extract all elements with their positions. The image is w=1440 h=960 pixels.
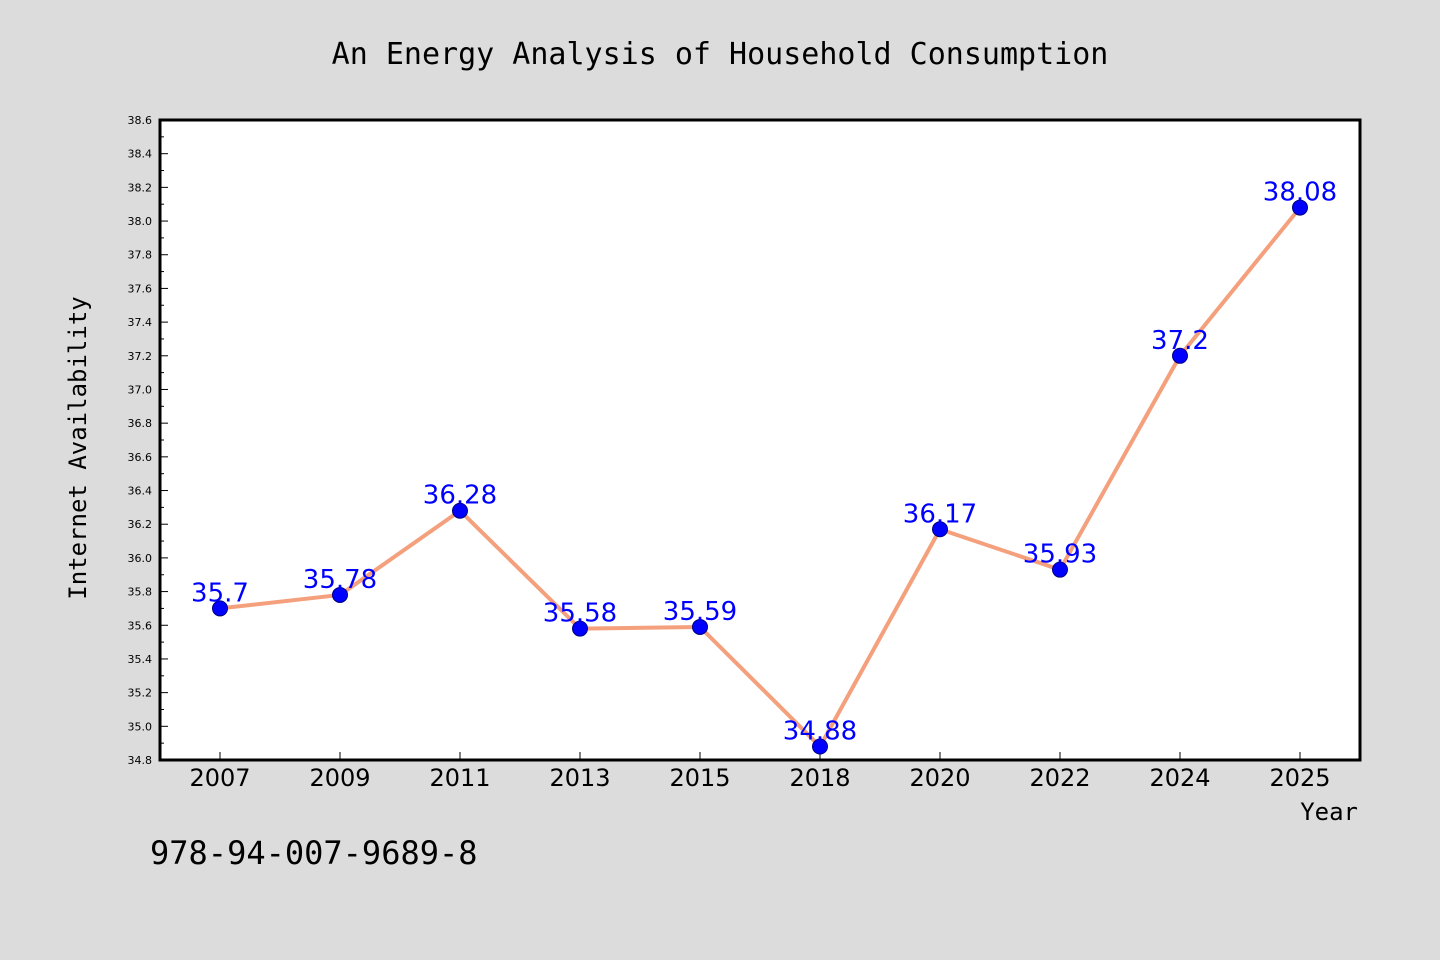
data-point-marker bbox=[692, 618, 708, 635]
series-layer: 35.7 35.78 36.28 35.58 35.59 34.88 36.17 35.93 3… bbox=[191, 178, 1337, 755]
y-tick-label: 35.6 bbox=[128, 619, 153, 632]
x-tick-label: 2011 bbox=[429, 764, 490, 792]
y-tick-label: 35.4 bbox=[128, 653, 153, 666]
y-tick-label: 35.8 bbox=[128, 586, 153, 599]
plot-area bbox=[158, 118, 1362, 762]
x-axis-label: Year bbox=[1300, 798, 1358, 826]
isbn-code: 978-94-007-9689-8 bbox=[150, 834, 478, 872]
y-tick-label: 38.0 bbox=[128, 215, 153, 228]
data-point-marker bbox=[452, 502, 468, 519]
x-tick-label: 2007 bbox=[189, 764, 250, 792]
x-axis-ticks: 2007 2009 2011 2013 2015 2018 2020 2022 2024 2025 bbox=[189, 752, 1331, 792]
y-tick-label: 36.6 bbox=[128, 451, 153, 464]
x-tick-label: 2015 bbox=[669, 764, 730, 792]
x-tick-label: 2020 bbox=[909, 764, 970, 792]
data-point-marker bbox=[1172, 347, 1188, 364]
y-axis-ticks: 34.8 35.0 35.2 35.4 35.6 35.8 36.0 36.2 36.4 36.6… bbox=[128, 114, 168, 767]
data-value-label: 35.78 bbox=[303, 565, 377, 595]
data-point-marker bbox=[1052, 561, 1068, 578]
y-tick-label: 36.2 bbox=[128, 518, 153, 531]
data-value-label: 36.28 bbox=[423, 481, 497, 511]
y-tick-label: 36.4 bbox=[128, 485, 153, 498]
data-value-label: 38.08 bbox=[1263, 178, 1337, 208]
data-value-label: 34.88 bbox=[783, 717, 857, 747]
y-tick-label: 38.2 bbox=[128, 181, 153, 194]
y-axis-label: Internet Availability bbox=[64, 296, 92, 599]
data-point-marker bbox=[572, 620, 588, 637]
x-tick-label: 2025 bbox=[1269, 764, 1330, 792]
y-tick-label: 35.0 bbox=[128, 720, 153, 733]
data-point-marker bbox=[812, 738, 828, 755]
y-tick-label: 36.0 bbox=[128, 552, 153, 565]
y-tick-label: 38.4 bbox=[128, 148, 153, 161]
data-point-marker bbox=[932, 521, 948, 538]
y-tick-label: 37.6 bbox=[128, 282, 153, 295]
y-tick-label: 38.6 bbox=[128, 114, 153, 127]
data-value-label: 35.58 bbox=[543, 599, 617, 629]
x-tick-label: 2018 bbox=[789, 764, 850, 792]
x-tick-label: 2024 bbox=[1149, 764, 1210, 792]
x-tick-label: 2013 bbox=[549, 764, 610, 792]
y-tick-label: 37.8 bbox=[128, 249, 153, 262]
x-tick-label: 2022 bbox=[1029, 764, 1090, 792]
data-value-label: 37.2 bbox=[1151, 326, 1209, 356]
data-value-label: 35.7 bbox=[191, 578, 249, 608]
y-tick-label: 37.2 bbox=[128, 350, 153, 363]
y-tick-label: 37.0 bbox=[128, 383, 153, 396]
x-tick-label: 2009 bbox=[309, 764, 370, 792]
data-value-label: 36.17 bbox=[903, 499, 977, 529]
data-value-label: 35.93 bbox=[1023, 540, 1097, 570]
chart-title: An Energy Analysis of Household Consumpt… bbox=[332, 37, 1109, 72]
series-line bbox=[219, 206, 1302, 749]
data-point-marker bbox=[1292, 199, 1308, 216]
data-point-marker bbox=[332, 586, 348, 603]
data-point-marker bbox=[212, 600, 228, 617]
y-tick-label: 35.2 bbox=[128, 687, 153, 700]
y-tick-label: 36.8 bbox=[128, 417, 153, 430]
y-tick-label: 34.8 bbox=[128, 754, 153, 767]
y-tick-label: 37.4 bbox=[128, 316, 153, 329]
data-value-label: 35.59 bbox=[663, 597, 737, 627]
